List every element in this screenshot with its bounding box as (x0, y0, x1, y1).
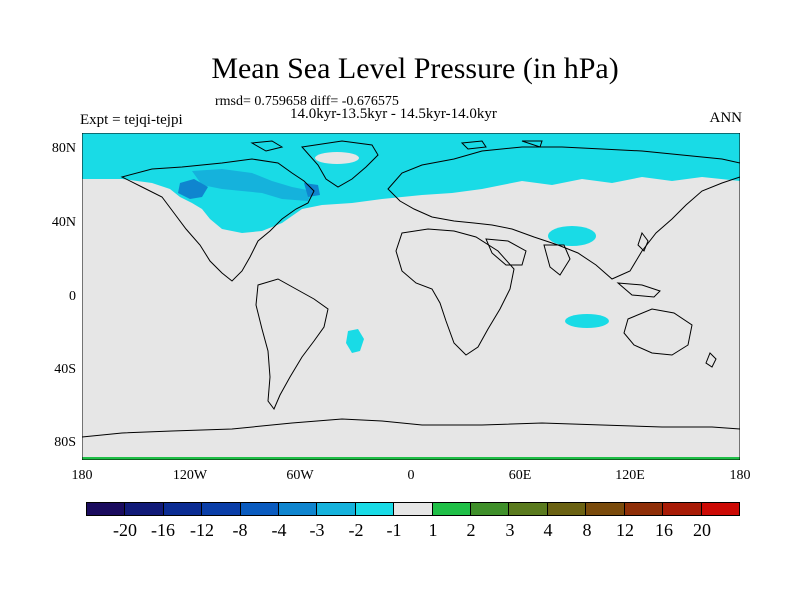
colorbar-cell (432, 503, 472, 515)
colorbar-cell (547, 503, 587, 515)
stats-text: rmsd= 0.759658 diff= -0.676575 (215, 94, 399, 109)
colorbar-cell (202, 503, 241, 515)
atlantic-neutral-pocket (315, 152, 359, 164)
coastlines (82, 140, 740, 438)
plot-title: Mean Sea Level Pressure (in hPa) (211, 52, 619, 85)
lat-label-80s: 80S (54, 435, 76, 450)
colorbar-label: 16 (655, 520, 673, 540)
anomaly-core-north (192, 169, 312, 201)
colorbar-cell (701, 503, 739, 515)
colorbar-cell (279, 503, 318, 515)
experiment-label: Expt = tejqi-tejpi (80, 112, 183, 128)
colorbar-label: 8 (582, 520, 592, 540)
period-text: 14.0kyr-13.5kyr - 14.5kyr-14.0kyr (290, 106, 497, 122)
lon-label-60w: 60W (286, 468, 314, 483)
colorbar-label: 1 (428, 520, 438, 540)
colorbar-label: 4 (543, 520, 553, 540)
colorbar-cell (471, 503, 510, 515)
colorbar-cell (624, 503, 664, 515)
colorbar-cell (586, 503, 625, 515)
lon-label-120e: 120E (615, 468, 645, 483)
colorbar-cell (87, 503, 126, 515)
lon-label-180e: 180 (729, 468, 751, 483)
colorbar-cell (317, 503, 356, 515)
colorbar-cell (663, 503, 702, 515)
colorbar (86, 502, 740, 516)
south-atlantic-patch (346, 329, 364, 353)
lat-label-40s: 40S (54, 362, 76, 377)
lon-label-0: 0 (407, 468, 415, 483)
colorbar-label: -16 (151, 520, 175, 540)
colorbar-cell (509, 503, 548, 515)
lon-label-120w: 120W (172, 468, 208, 483)
colorbar-label: -3 (309, 520, 325, 540)
world-map (82, 133, 740, 460)
colorbar-cell (394, 503, 433, 515)
lat-label-0: 0 (69, 289, 76, 304)
colorbar-label: -20 (113, 520, 137, 540)
lon-label-180w: 180 (71, 468, 93, 483)
colorbar-label: -2 (348, 520, 364, 540)
anomaly-band-north (82, 133, 740, 233)
indian-ocean-patch (565, 314, 609, 328)
colorbar-label: -8 (232, 520, 248, 540)
colorbar-label: -12 (190, 520, 214, 540)
colorbar-cell (240, 503, 280, 515)
lon-label-60e: 60E (508, 468, 532, 483)
lat-label-40n: 40N (51, 215, 76, 230)
colorbar-cell (355, 503, 395, 515)
colorbar-label: -1 (386, 520, 402, 540)
colorbar-label: 20 (693, 520, 711, 540)
season-label: ANN (709, 110, 743, 126)
anomaly-dark-patch (178, 179, 320, 199)
colorbar-label: 2 (466, 520, 476, 540)
lat-label-80n: 80N (51, 141, 76, 156)
north-pacific-patch (548, 226, 596, 246)
colorbar-label: -4 (271, 520, 287, 540)
positive-anomaly-strip (82, 457, 740, 460)
colorbar-label: 3 (505, 520, 515, 540)
colorbar-cell (125, 503, 164, 515)
colorbar-label: 12 (616, 520, 634, 540)
colorbar-cell (163, 503, 203, 515)
